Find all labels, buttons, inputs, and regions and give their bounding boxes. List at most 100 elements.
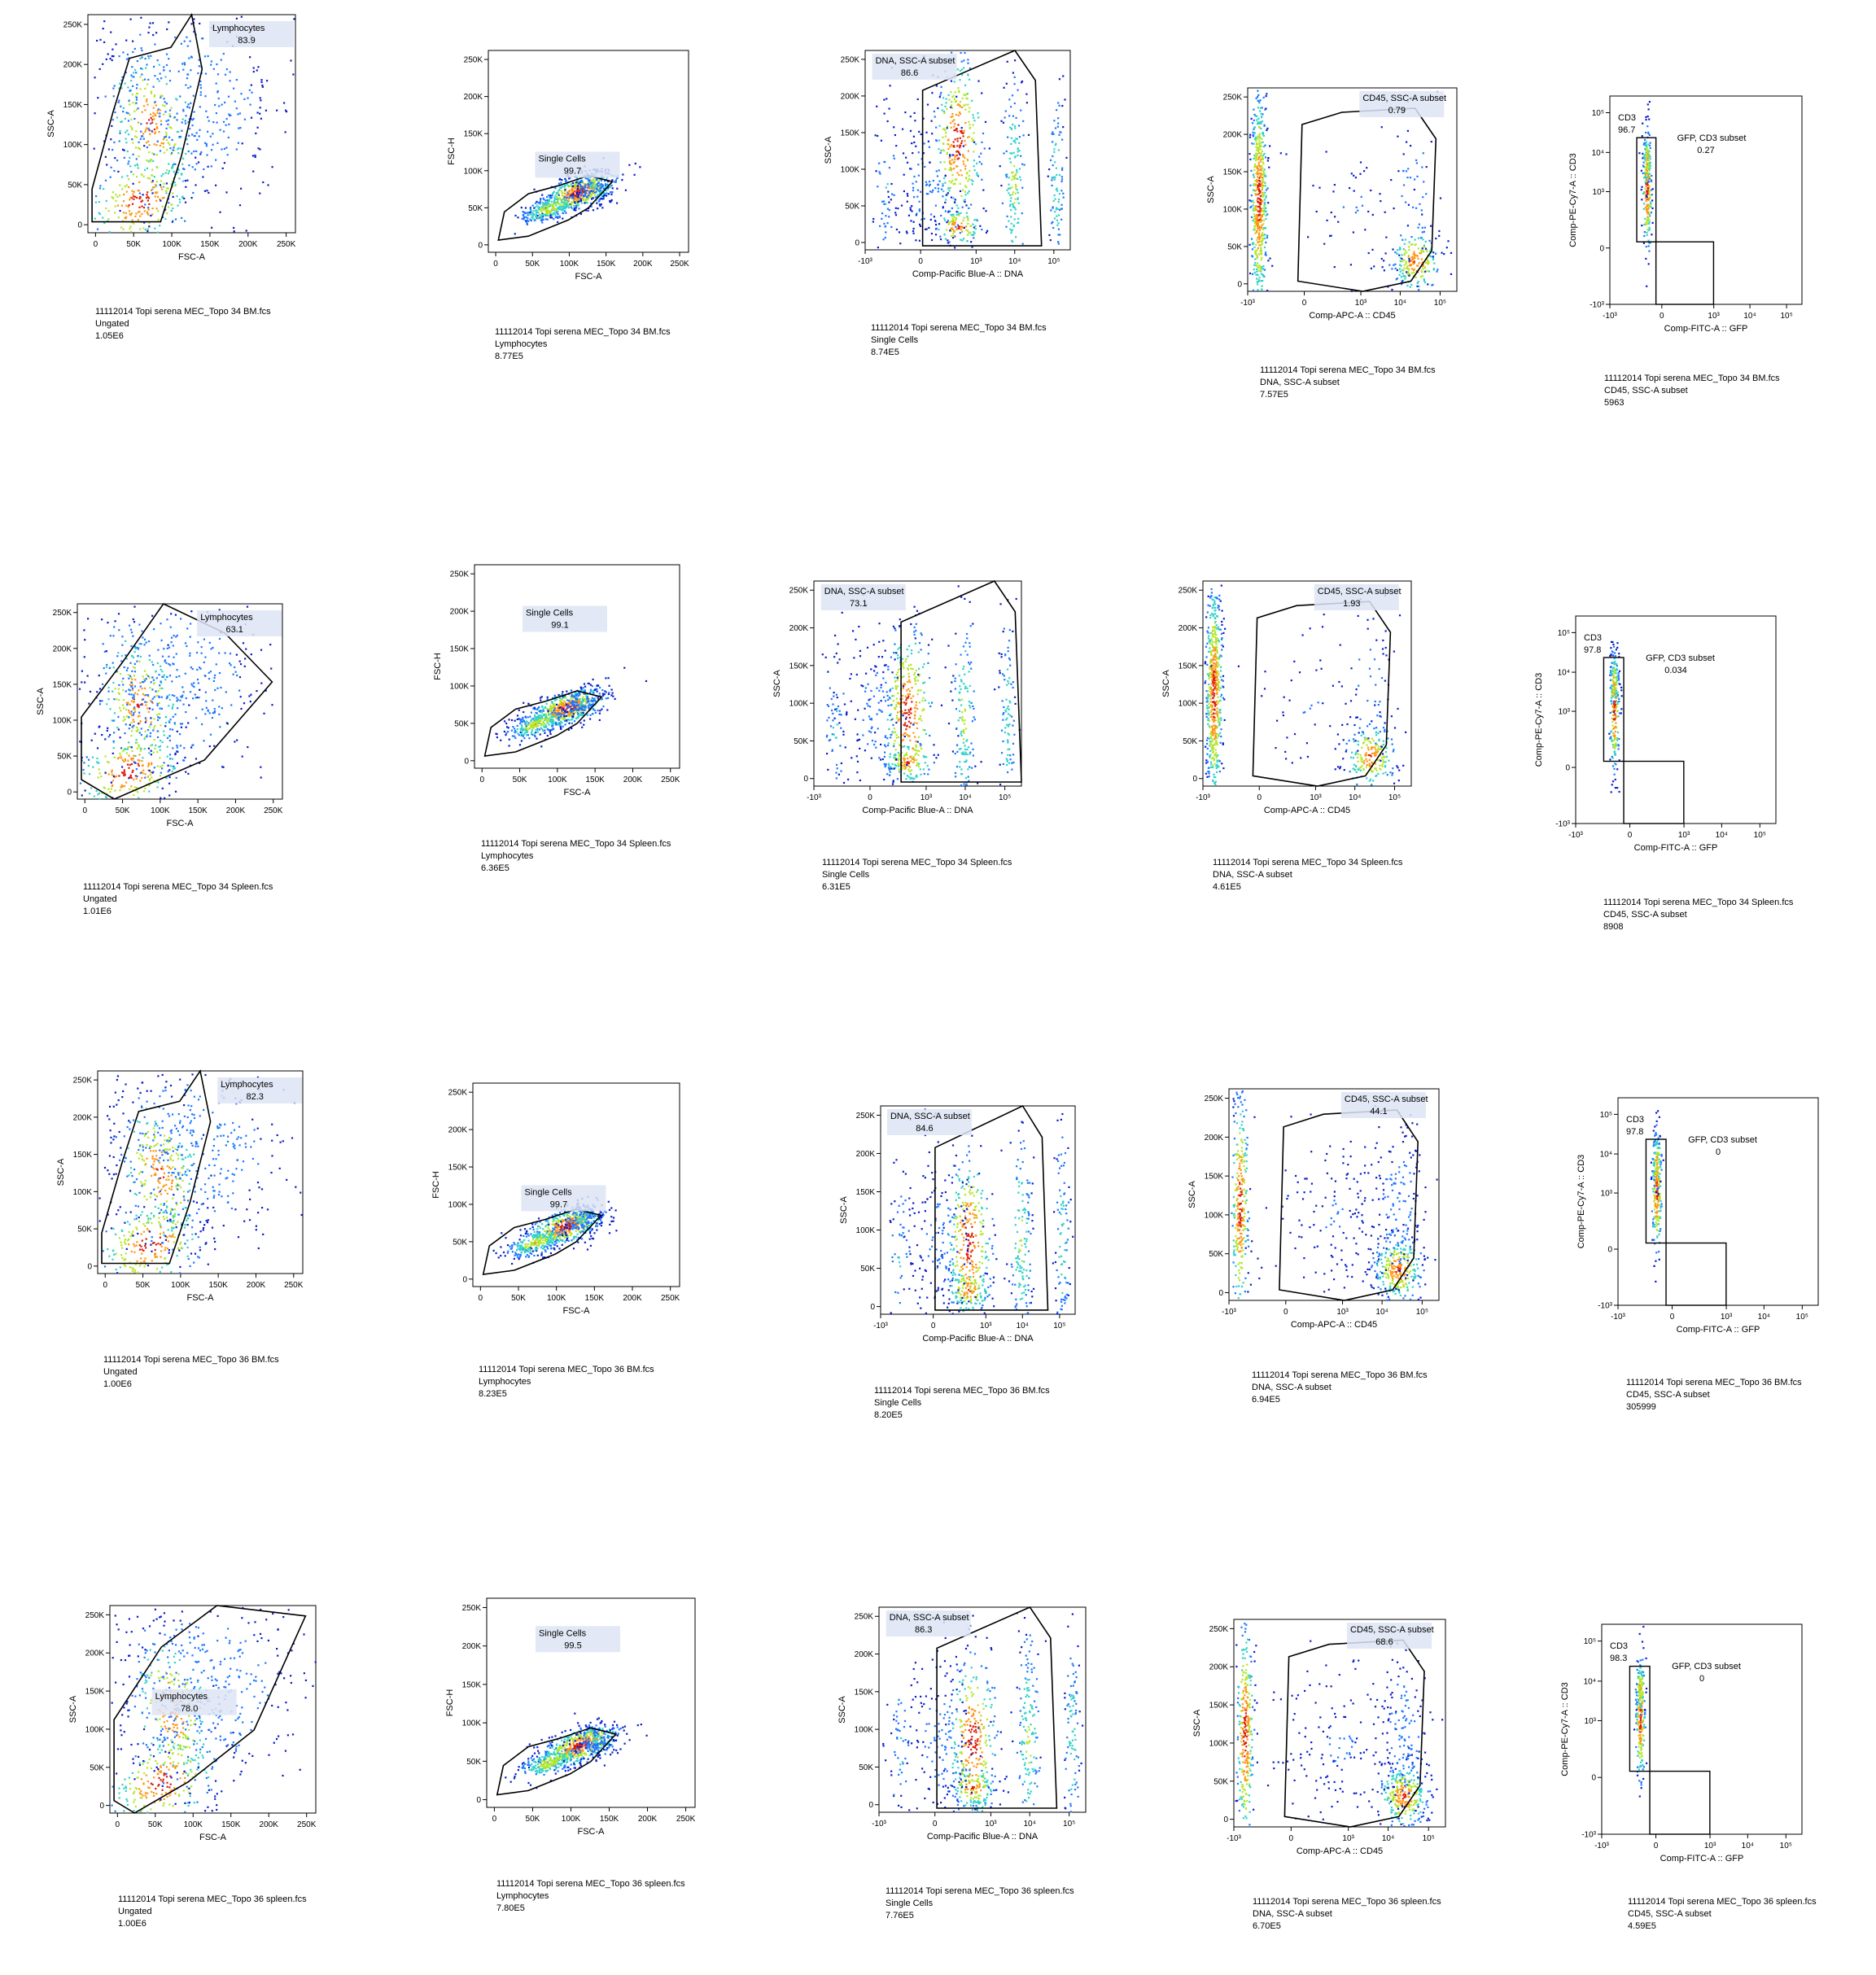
x-tick-label: 10⁴ (1023, 1820, 1035, 1829)
gate-name: Lymphocytes (212, 24, 265, 33)
caption-line: Single Cells (886, 1899, 934, 1908)
y-tick-label: 250K (53, 609, 72, 618)
gate-name: CD3 (1618, 113, 1636, 123)
caption-line: CD45, SSC-A subset (1626, 1390, 1710, 1400)
x-axis-label: FSC-A (563, 1306, 591, 1316)
scatter-cloud (78, 605, 273, 800)
gate-label-bg (217, 1077, 303, 1103)
y-tick-label: 50K (1209, 1250, 1223, 1259)
panel-frame (1228, 1088, 1440, 1301)
y-tick-label: 250K (1205, 1095, 1224, 1103)
gate-name: CD45, SSC-A subset (1362, 94, 1446, 103)
x-tick-label: 100K (548, 776, 567, 784)
cd3-gate (1629, 1665, 1651, 1772)
y-tick-label: 10³ (1559, 708, 1571, 717)
x-tick-label: 0 (1283, 1308, 1288, 1317)
x-tick-label: 0 (479, 1294, 483, 1303)
x-tick-label: 0 (116, 1820, 120, 1829)
y-tick-label: 50K (1213, 1777, 1228, 1786)
y-axis-label: Comp-PE-Cy7-A :: CD3 (1576, 1155, 1586, 1249)
x-tick-label: 50K (116, 806, 130, 815)
y-tick-label: 200K (464, 93, 483, 102)
y-tick-label: 50K (845, 202, 859, 211)
x-tick-label: 250K (297, 1820, 317, 1829)
gate-percent: 99.5 (564, 1641, 581, 1650)
y-axis-label: SSC-A (839, 1196, 849, 1224)
x-axis-label: Comp-FITC-A :: GFP (1634, 843, 1718, 853)
gate-percent: 96.7 (1618, 125, 1635, 135)
caption-line: 11112014 Topi serena MEC_Topo 36 spleen.… (1253, 1897, 1441, 1907)
caption-line: DNA, SSC-A subset (1213, 870, 1292, 880)
caption-line: 11112014 Topi serena MEC_Topo 36 BM.fcs (1252, 1370, 1428, 1380)
x-tick-label: 250K (676, 1815, 696, 1824)
x-axis-label: Comp-FITC-A :: GFP (1664, 324, 1748, 334)
scatter-cloud (821, 585, 1021, 787)
y-tick-label: -10³ (1590, 301, 1604, 310)
x-tick-label: 0 (1654, 1842, 1659, 1850)
y-tick-label: 250K (1179, 587, 1198, 596)
y-tick-label: 250K (789, 587, 809, 596)
y-tick-label: -10³ (1555, 820, 1570, 829)
y-axis-label: SSC-A (56, 1158, 66, 1186)
y-tick-label: 0 (855, 238, 859, 247)
x-tick-label: 150K (600, 1815, 619, 1824)
gate-label-bg (197, 610, 282, 636)
panel-frame (1617, 1097, 1819, 1306)
x-tick-label: 100K (184, 1820, 203, 1829)
cd3-gate (1636, 137, 1657, 243)
x-tick-label: 10³ (1355, 299, 1367, 308)
gate-label-bg (1314, 584, 1399, 610)
x-tick-label: -10³ (1227, 1834, 1241, 1843)
gfp-gate (1665, 1242, 1727, 1306)
caption-line: 4.59E5 (1628, 1921, 1656, 1931)
y-tick-label: 150K (789, 662, 809, 671)
y-tick-label: 200K (1209, 1663, 1229, 1672)
panel-r0-c1: 0 50K 100K 150K 200K 250K FSC-A 0 50K 100K 150K 200… (447, 50, 689, 282)
panel-frame (87, 14, 296, 234)
y-tick-label: -10³ (1598, 1302, 1612, 1311)
gate-label-bg (1340, 1092, 1426, 1118)
y-tick-label: 0 (1223, 1816, 1228, 1824)
y-tick-label: 10⁴ (1584, 1677, 1596, 1686)
x-tick-label: 10³ (985, 1820, 997, 1829)
gate-name: Lymphocytes (221, 1080, 273, 1090)
y-tick-label: 0 (1599, 244, 1604, 253)
x-tick-label: -10³ (1568, 831, 1583, 840)
y-tick-label: 250K (855, 1613, 874, 1622)
x-tick-label: 0 (94, 240, 98, 249)
caption-line: 4.61E5 (1213, 882, 1241, 892)
cd3-gate (1603, 657, 1625, 762)
x-tick-label: 200K (247, 1281, 266, 1290)
caption-line: 8.77E5 (495, 352, 523, 361)
y-tick-label: 200K (53, 644, 72, 653)
y-tick-label: 0 (1237, 280, 1242, 289)
x-tick-label: 10⁵ (1780, 1842, 1792, 1850)
scatter-cloud (98, 1073, 303, 1274)
x-tick-label: -10³ (873, 1322, 888, 1331)
y-tick-label: 150K (1179, 662, 1198, 671)
gate-label-bg (872, 54, 957, 80)
y-tick-label: 200K (462, 1642, 482, 1651)
caption-line: 11112014 Topi serena MEC_Topo 34 Spleen.… (481, 839, 671, 849)
y-tick-label: 10⁴ (1558, 669, 1570, 678)
y-tick-label: 50K (57, 753, 72, 762)
x-tick-label: -10³ (858, 257, 872, 266)
x-tick-label: 0 (492, 1815, 497, 1824)
caption-line: 6.31E5 (822, 882, 851, 892)
x-tick-label: 200K (238, 240, 258, 249)
x-tick-label: 100K (560, 260, 579, 269)
caption-line: 8908 (1603, 922, 1623, 932)
x-tick-label: 10⁴ (1758, 1313, 1770, 1322)
gate-name: CD3 (1584, 633, 1602, 643)
gate-percent: 83.9 (238, 36, 255, 46)
y-tick-label: 250K (448, 1089, 468, 1098)
gate-polygon (1283, 1639, 1425, 1828)
gate-label-bg (523, 605, 607, 632)
gate-name: Lymphocytes (155, 1692, 208, 1702)
y-tick-label: 200K (789, 624, 809, 633)
x-tick-label: 10⁵ (1423, 1834, 1435, 1843)
